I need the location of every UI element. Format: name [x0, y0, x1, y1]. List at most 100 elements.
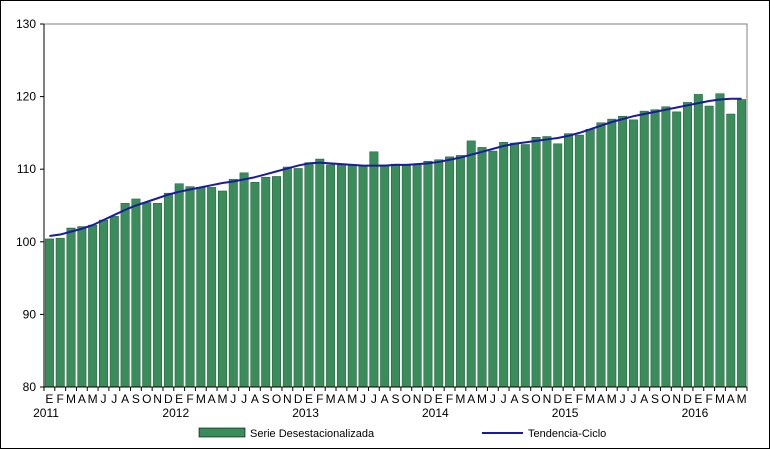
x-tick-label-year: 2011 — [33, 406, 59, 420]
bar — [304, 162, 314, 388]
x-tick-label-month: S — [391, 392, 399, 406]
bar — [250, 182, 260, 388]
bar — [217, 190, 227, 388]
x-tick-label-year: 2014 — [422, 406, 449, 420]
y-tick-label: 100 — [16, 235, 36, 249]
bar — [531, 137, 541, 388]
bar — [358, 165, 368, 388]
x-tick-label-month: S — [651, 392, 659, 406]
y-tick-label: 80 — [23, 380, 37, 394]
x-tick-label-month: O — [531, 392, 540, 406]
bar — [120, 203, 130, 388]
bar — [77, 226, 87, 388]
x-tick-label-month: A — [251, 392, 259, 406]
x-tick-label-month: S — [262, 392, 270, 406]
bar — [391, 163, 400, 388]
legend-bar-label: Serie Desestacionalizada — [250, 428, 375, 440]
bar — [336, 164, 346, 388]
x-tick-label-month: F — [57, 392, 64, 406]
bar — [185, 186, 195, 388]
x-tick-label-month: F — [316, 392, 323, 406]
x-tick-label-month: M — [585, 392, 595, 406]
x-tick-label-month: J — [630, 392, 636, 406]
bar — [88, 224, 98, 388]
bar — [282, 166, 292, 388]
bar — [693, 94, 703, 388]
x-tick-label-month: E — [694, 392, 702, 406]
bar — [510, 142, 519, 388]
x-tick-label-month: N — [413, 392, 422, 406]
x-tick-label-month: J — [230, 392, 236, 406]
bar — [737, 99, 747, 388]
y-tick-label: 110 — [17, 162, 36, 176]
x-tick-label-month: F — [705, 392, 712, 406]
x-tick-label-month: F — [186, 392, 193, 406]
bar — [585, 129, 595, 388]
x-tick-label-month: A — [121, 392, 129, 406]
x-tick-label-month: M — [715, 392, 725, 406]
legend-bar-swatch — [198, 427, 246, 438]
bar — [542, 136, 552, 388]
x-tick-label-month: M — [217, 392, 227, 406]
bar — [131, 198, 141, 388]
x-tick-label-month: J — [501, 392, 507, 406]
bar — [272, 176, 281, 388]
x-tick-label-year: 2015 — [552, 406, 579, 420]
x-tick-label-month: A — [597, 392, 605, 406]
x-tick-label-month: N — [672, 392, 681, 406]
y-tick-label: 130 — [16, 17, 36, 31]
x-tick-label-month: M — [737, 392, 747, 406]
y-tick-label: 120 — [16, 90, 36, 104]
bar — [228, 179, 238, 388]
x-tick-label-month: D — [424, 392, 433, 406]
bar — [412, 164, 422, 388]
bar — [466, 140, 476, 388]
x-tick-label-month: A — [510, 392, 518, 406]
x-tick-label-month: J — [620, 392, 626, 406]
x-tick-label-month: M — [196, 392, 206, 406]
bar — [207, 187, 217, 388]
x-tick-label-month: A — [467, 392, 475, 406]
x-tick-label-month: M — [477, 392, 487, 406]
x-tick-label-month: N — [283, 392, 292, 406]
bar — [553, 143, 563, 388]
x-tick-label-year: 2012 — [162, 406, 189, 420]
bar — [315, 158, 325, 388]
x-tick-label-month: O — [661, 392, 670, 406]
x-tick-label-month: D — [553, 392, 562, 406]
x-tick-label-month: A — [337, 392, 345, 406]
x-tick-label-month: J — [490, 392, 496, 406]
x-tick-label-month: J — [100, 392, 106, 406]
x-tick-label-month: M — [66, 392, 76, 406]
legend: Serie Desestacionalizada Tendencia-Ciclo — [198, 427, 606, 440]
bar — [672, 111, 682, 388]
x-tick-label-month: A — [640, 392, 648, 406]
bar — [639, 110, 649, 388]
x-tick-label-month: E — [565, 392, 573, 406]
x-tick-label-month: D — [683, 392, 692, 406]
x-tick-label-month: A — [381, 392, 389, 406]
x-tick-label-month: O — [142, 392, 151, 406]
bar — [239, 172, 249, 388]
bar-series — [44, 93, 747, 388]
bar — [596, 122, 606, 388]
bar — [380, 164, 390, 388]
bar — [423, 160, 433, 388]
x-tick-label-month: E — [45, 392, 53, 406]
x-tick-label-month: S — [521, 392, 529, 406]
bar — [499, 142, 509, 388]
bar — [293, 168, 303, 388]
trend-line — [49, 97, 742, 237]
bar — [520, 144, 530, 388]
x-tick-label-month: M — [607, 392, 617, 406]
x-tick-label-month: A — [208, 392, 216, 406]
bar — [477, 147, 487, 388]
bar — [109, 216, 119, 388]
bar — [564, 133, 574, 388]
x-tick-label-month: J — [111, 392, 117, 406]
bar — [326, 164, 336, 388]
x-tick-label-month: N — [543, 392, 552, 406]
x-tick-label-month: O — [272, 392, 281, 406]
bar — [369, 151, 379, 388]
